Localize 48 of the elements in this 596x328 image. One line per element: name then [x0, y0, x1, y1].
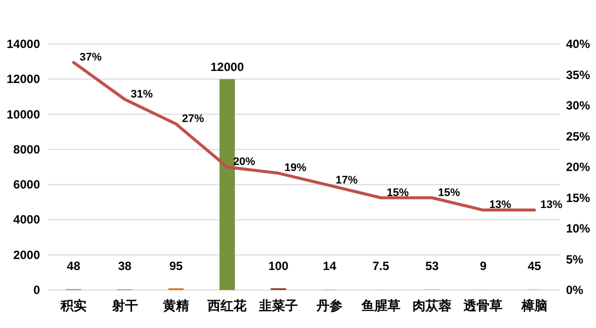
y-tick-label: 6000 [13, 178, 40, 192]
data-label: 9 [480, 259, 487, 273]
y-tick-label: 14000 [6, 37, 40, 51]
data-label: 38 [118, 259, 132, 273]
data-label: 15% [438, 186, 460, 199]
line-series [72, 60, 536, 212]
data-label: 100 [268, 259, 289, 273]
y-tick-label: 4000 [13, 212, 40, 227]
y2-tick-label: 5% [566, 252, 584, 266]
data-label: 13% [489, 199, 512, 212]
data-label: 19% [284, 162, 307, 174]
x-tick-label: 韭菜子 [258, 298, 298, 313]
data-label: 45 [528, 259, 542, 273]
data-label: 37% [80, 51, 102, 64]
data-label: 31% [130, 88, 154, 100]
x-tick-label: 西红花 [206, 298, 248, 313]
x-tick-label: 射干 [110, 298, 138, 313]
data-label: 15% [386, 186, 410, 199]
y2-tick-label: 0% [566, 283, 584, 297]
data-label: 48 [66, 259, 81, 273]
y-tick-label: 0 [33, 283, 40, 297]
data-label: 12000 [210, 60, 244, 74]
x-tick-label: 透骨草 [462, 298, 503, 313]
data-label: 95 [169, 259, 183, 273]
y-tick-label: 8000 [13, 142, 40, 156]
data-label: 53 [425, 259, 439, 273]
x-tick-label: 积实 [60, 298, 87, 313]
bar [220, 79, 235, 290]
x-tick-label: 樟脑 [520, 298, 548, 313]
y-tick-label: 2000 [13, 248, 40, 262]
y-tick-label: 12000 [6, 72, 40, 86]
x-tick-label: 丹参 [316, 298, 343, 313]
x-tick-label: 黄精 [162, 298, 189, 313]
data-label: 13% [540, 199, 563, 212]
y-tick-label: 10000 [6, 107, 40, 122]
y2-tick-label: 35% [566, 68, 590, 82]
data-label: 27% [182, 112, 204, 125]
x-tick-label: 肉苁蓉 [412, 298, 452, 313]
data-label: 14 [322, 259, 337, 273]
data-label: 7.5 [372, 259, 390, 273]
y2-tick-label: 30% [566, 98, 590, 112]
y2-tick-label: 15% [566, 190, 590, 205]
y2-tick-label: 20% [566, 160, 590, 174]
x-tick-label: 鱼腥草 [360, 298, 400, 313]
y2-tick-label: 10% [566, 222, 590, 236]
y2-tick-label: 25% [566, 129, 590, 144]
y2-tick-label: 40% [566, 37, 590, 51]
data-label: 17% [336, 174, 358, 186]
